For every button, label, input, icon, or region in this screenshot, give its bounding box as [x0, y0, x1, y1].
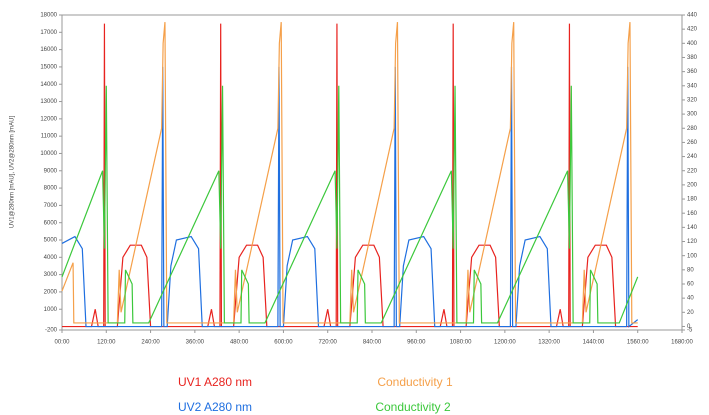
- y-tick-label: 8000: [44, 186, 58, 192]
- series-line: [61, 85, 639, 324]
- y-tick-label: 18000: [40, 13, 57, 19]
- y-tick-label: 13000: [40, 99, 57, 105]
- y2-tick-label: 120: [687, 239, 698, 245]
- x-tick-label: 1680:00: [671, 340, 693, 346]
- y2-tick-label: 220: [687, 168, 698, 174]
- y-tick-label: 6000: [44, 220, 58, 226]
- x-tick-label: 1560:00: [627, 340, 649, 346]
- x-tick-label: 1200:00: [494, 340, 516, 346]
- x-tick-label: 600:00: [274, 340, 293, 346]
- y-tick-label: 12000: [40, 116, 57, 122]
- x-tick-label: 240:00: [141, 340, 160, 346]
- x-tick-label: 120:00: [97, 340, 116, 346]
- plot-frame: [61, 14, 683, 331]
- y2-tick-label: 420: [687, 27, 698, 33]
- y-tick-label: 17000: [40, 30, 57, 36]
- y-tick-label: 10000: [40, 151, 57, 157]
- series-line: [61, 66, 639, 328]
- y2-tick-label: 60: [687, 282, 694, 288]
- y-tick-label: 9000: [44, 168, 58, 174]
- y2-tick-label: 440: [687, 13, 698, 19]
- y-tick-label: 11000: [41, 134, 58, 140]
- y2-tick-label: -5: [687, 328, 693, 334]
- y2-tick-label: 260: [687, 140, 698, 146]
- y-tick-label: 4000: [44, 255, 58, 261]
- y2-tick-label: 380: [687, 55, 698, 61]
- x-tick-label: 720:00: [319, 340, 338, 346]
- legend-label: Conductivity 1: [377, 375, 453, 389]
- y-axis-label: UV1@280nm [mAU], UV2@280nm [mAU]: [10, 116, 16, 229]
- legend-label: UV1 A280 nm: [178, 375, 252, 389]
- x-tick-label: 360:00: [186, 340, 205, 346]
- y-tick-label: 1000: [44, 307, 58, 313]
- y2-tick-label: 160: [687, 211, 698, 217]
- y2-tick-label: 20: [687, 310, 694, 316]
- y2-tick-label: 200: [687, 182, 698, 188]
- x-tick-label: 00:00: [54, 340, 70, 346]
- y-tick-label: 15000: [40, 65, 57, 71]
- x-tick-label: 480:00: [230, 340, 249, 346]
- y2-tick-label: 0: [687, 324, 691, 330]
- legend-label: UV2 A280 nm: [178, 400, 252, 414]
- y-tick-label: -200: [45, 328, 58, 334]
- y2-tick-label: 360: [687, 69, 698, 75]
- y2-tick-label: 100: [687, 253, 698, 259]
- y2-tick-label: 140: [687, 225, 698, 231]
- y-tick-label: 5000: [44, 238, 58, 244]
- y-tick-label: 2000: [44, 290, 58, 296]
- series-line: [62, 23, 638, 328]
- y2-tick-label: 180: [687, 197, 698, 203]
- legend-label: Conductivity 2: [375, 400, 451, 414]
- x-tick-label: 1440:00: [583, 340, 605, 346]
- x-tick-label: 960:00: [407, 340, 426, 346]
- y-tick-label: 3000: [44, 272, 58, 278]
- x-tick-label: 1320:00: [538, 340, 560, 346]
- y2-tick-label: 400: [687, 41, 698, 47]
- x-tick-label: 1080:00: [450, 340, 472, 346]
- y2-tick-label: 80: [687, 267, 694, 273]
- y-tick-label: 14000: [40, 82, 57, 88]
- y2-tick-label: 340: [687, 83, 698, 89]
- x-tick-label: 840:00: [363, 340, 382, 346]
- y-tick-label: 16000: [40, 47, 57, 53]
- y2-tick-label: 240: [687, 154, 698, 160]
- y2-tick-label: 300: [687, 112, 698, 118]
- y2-tick-label: 320: [687, 98, 698, 104]
- y2-tick-label: 280: [687, 126, 698, 132]
- y2-tick-label: 40: [687, 296, 694, 302]
- y-tick-label: 7000: [44, 203, 58, 209]
